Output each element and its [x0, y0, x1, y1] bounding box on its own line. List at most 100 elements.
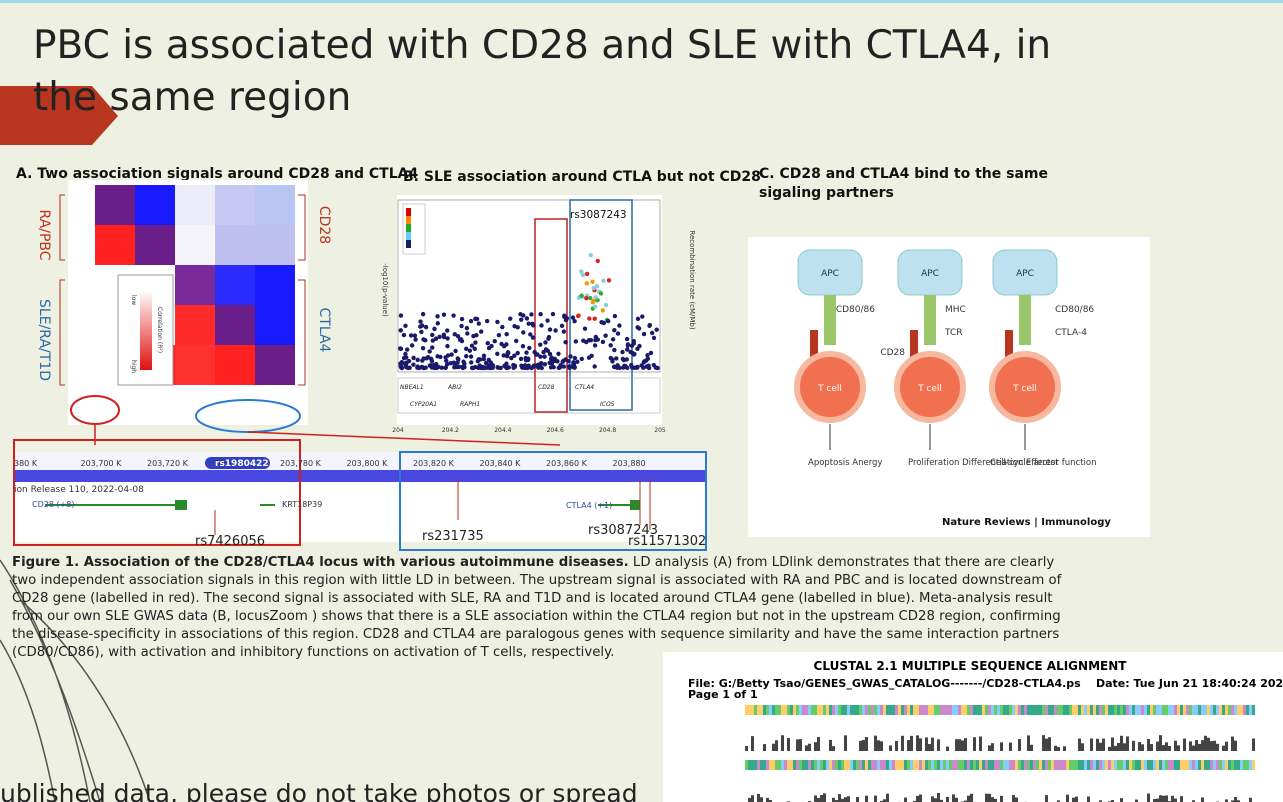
scatter-dot — [398, 313, 404, 318]
residue — [1183, 705, 1186, 715]
residue — [775, 760, 778, 770]
scatter-dot — [501, 353, 506, 358]
residue — [1096, 760, 1099, 770]
conservation-bar — [796, 739, 799, 751]
gene-label: RAPH1 — [460, 401, 480, 408]
scatter-dot — [461, 359, 466, 364]
conservation-bar — [844, 797, 847, 802]
residue — [973, 705, 976, 715]
residue — [868, 705, 871, 715]
scatter-dot — [485, 340, 490, 346]
residue — [997, 760, 1000, 770]
scatter-dot — [615, 363, 620, 368]
residue — [1204, 760, 1207, 770]
residue — [829, 760, 832, 770]
conservation-bar — [1249, 797, 1252, 802]
conservation-bar — [1159, 795, 1162, 802]
residue — [754, 760, 757, 770]
scatter-dot — [451, 313, 456, 318]
conservation-bar — [1012, 795, 1015, 802]
residue — [748, 760, 751, 770]
conservation-bar — [862, 739, 865, 751]
residue — [958, 705, 961, 715]
residue — [859, 760, 862, 770]
residue — [904, 760, 907, 770]
residue — [751, 760, 754, 770]
scatter-dot — [526, 321, 531, 326]
residue — [1231, 760, 1234, 770]
scatter-dot — [647, 322, 652, 328]
residue — [1168, 705, 1171, 715]
conservation-bar — [955, 797, 958, 802]
residue — [823, 760, 826, 770]
conservation-bar — [766, 797, 769, 802]
residue — [1219, 760, 1222, 770]
conservation-bar — [1141, 744, 1144, 751]
scatter-dot — [524, 350, 529, 355]
receptor — [1019, 295, 1031, 345]
residue — [886, 760, 889, 770]
residue — [967, 760, 970, 770]
scatter-dot — [528, 332, 533, 337]
residue — [1234, 760, 1237, 770]
scatter-dot — [429, 358, 435, 364]
residue — [916, 705, 919, 715]
residue — [1174, 760, 1177, 770]
outcome: Proliferation Differentiation Effector f… — [908, 458, 1097, 468]
conservation-bar — [1120, 735, 1123, 751]
conservation-bar — [937, 793, 940, 802]
residue — [937, 760, 940, 770]
scatter-dot — [476, 321, 481, 326]
conservation-bar — [952, 794, 955, 802]
residue — [1123, 705, 1126, 715]
scatter-dot — [608, 343, 613, 348]
residue — [1192, 760, 1195, 770]
residue — [1186, 760, 1189, 770]
scatter-dot — [637, 343, 642, 349]
residue — [880, 760, 883, 770]
browser-tick: 203,720 K — [147, 459, 189, 468]
scatter-dot — [495, 319, 500, 325]
residue — [1249, 760, 1252, 770]
residue — [952, 760, 955, 770]
scatter-dot — [610, 359, 615, 364]
residue — [1144, 705, 1147, 715]
scatter-dot — [432, 326, 437, 332]
scatter-dot — [570, 315, 576, 320]
scatter-dot — [654, 327, 659, 332]
residue — [1075, 705, 1078, 715]
scatter-dot — [488, 362, 493, 367]
browser-tick: 203,880 — [613, 459, 646, 468]
residue — [1231, 705, 1234, 715]
conservation-bar — [988, 745, 991, 751]
scatter-dot — [519, 317, 524, 322]
residue — [1042, 760, 1045, 770]
conservation-bar — [1045, 795, 1048, 802]
locuszoom — [397, 195, 662, 425]
scatter-dot — [614, 356, 619, 361]
conservation-bar — [1216, 743, 1219, 751]
residue — [949, 705, 952, 715]
scatter-dot — [419, 329, 424, 335]
residue — [811, 705, 814, 715]
residue — [1186, 705, 1189, 715]
conservation-bar — [1072, 797, 1075, 802]
residue — [763, 705, 766, 715]
residue — [1225, 760, 1228, 770]
residue — [1222, 760, 1225, 770]
scatter-dot — [640, 314, 645, 319]
residue — [931, 705, 934, 715]
scatter-dot — [408, 333, 414, 338]
browser-tick: 203,780 K — [280, 459, 322, 468]
scatter-dot — [415, 357, 420, 363]
footer-notice: ublished data, please do not take photos… — [0, 779, 638, 802]
residue — [1021, 760, 1024, 770]
residue — [1153, 760, 1156, 770]
residue — [868, 760, 871, 770]
scatter-dot — [545, 318, 550, 323]
conservation-bar — [1081, 743, 1084, 751]
residue — [892, 760, 895, 770]
conservation-bar — [946, 746, 949, 751]
residue — [1117, 705, 1120, 715]
residue — [844, 760, 847, 770]
